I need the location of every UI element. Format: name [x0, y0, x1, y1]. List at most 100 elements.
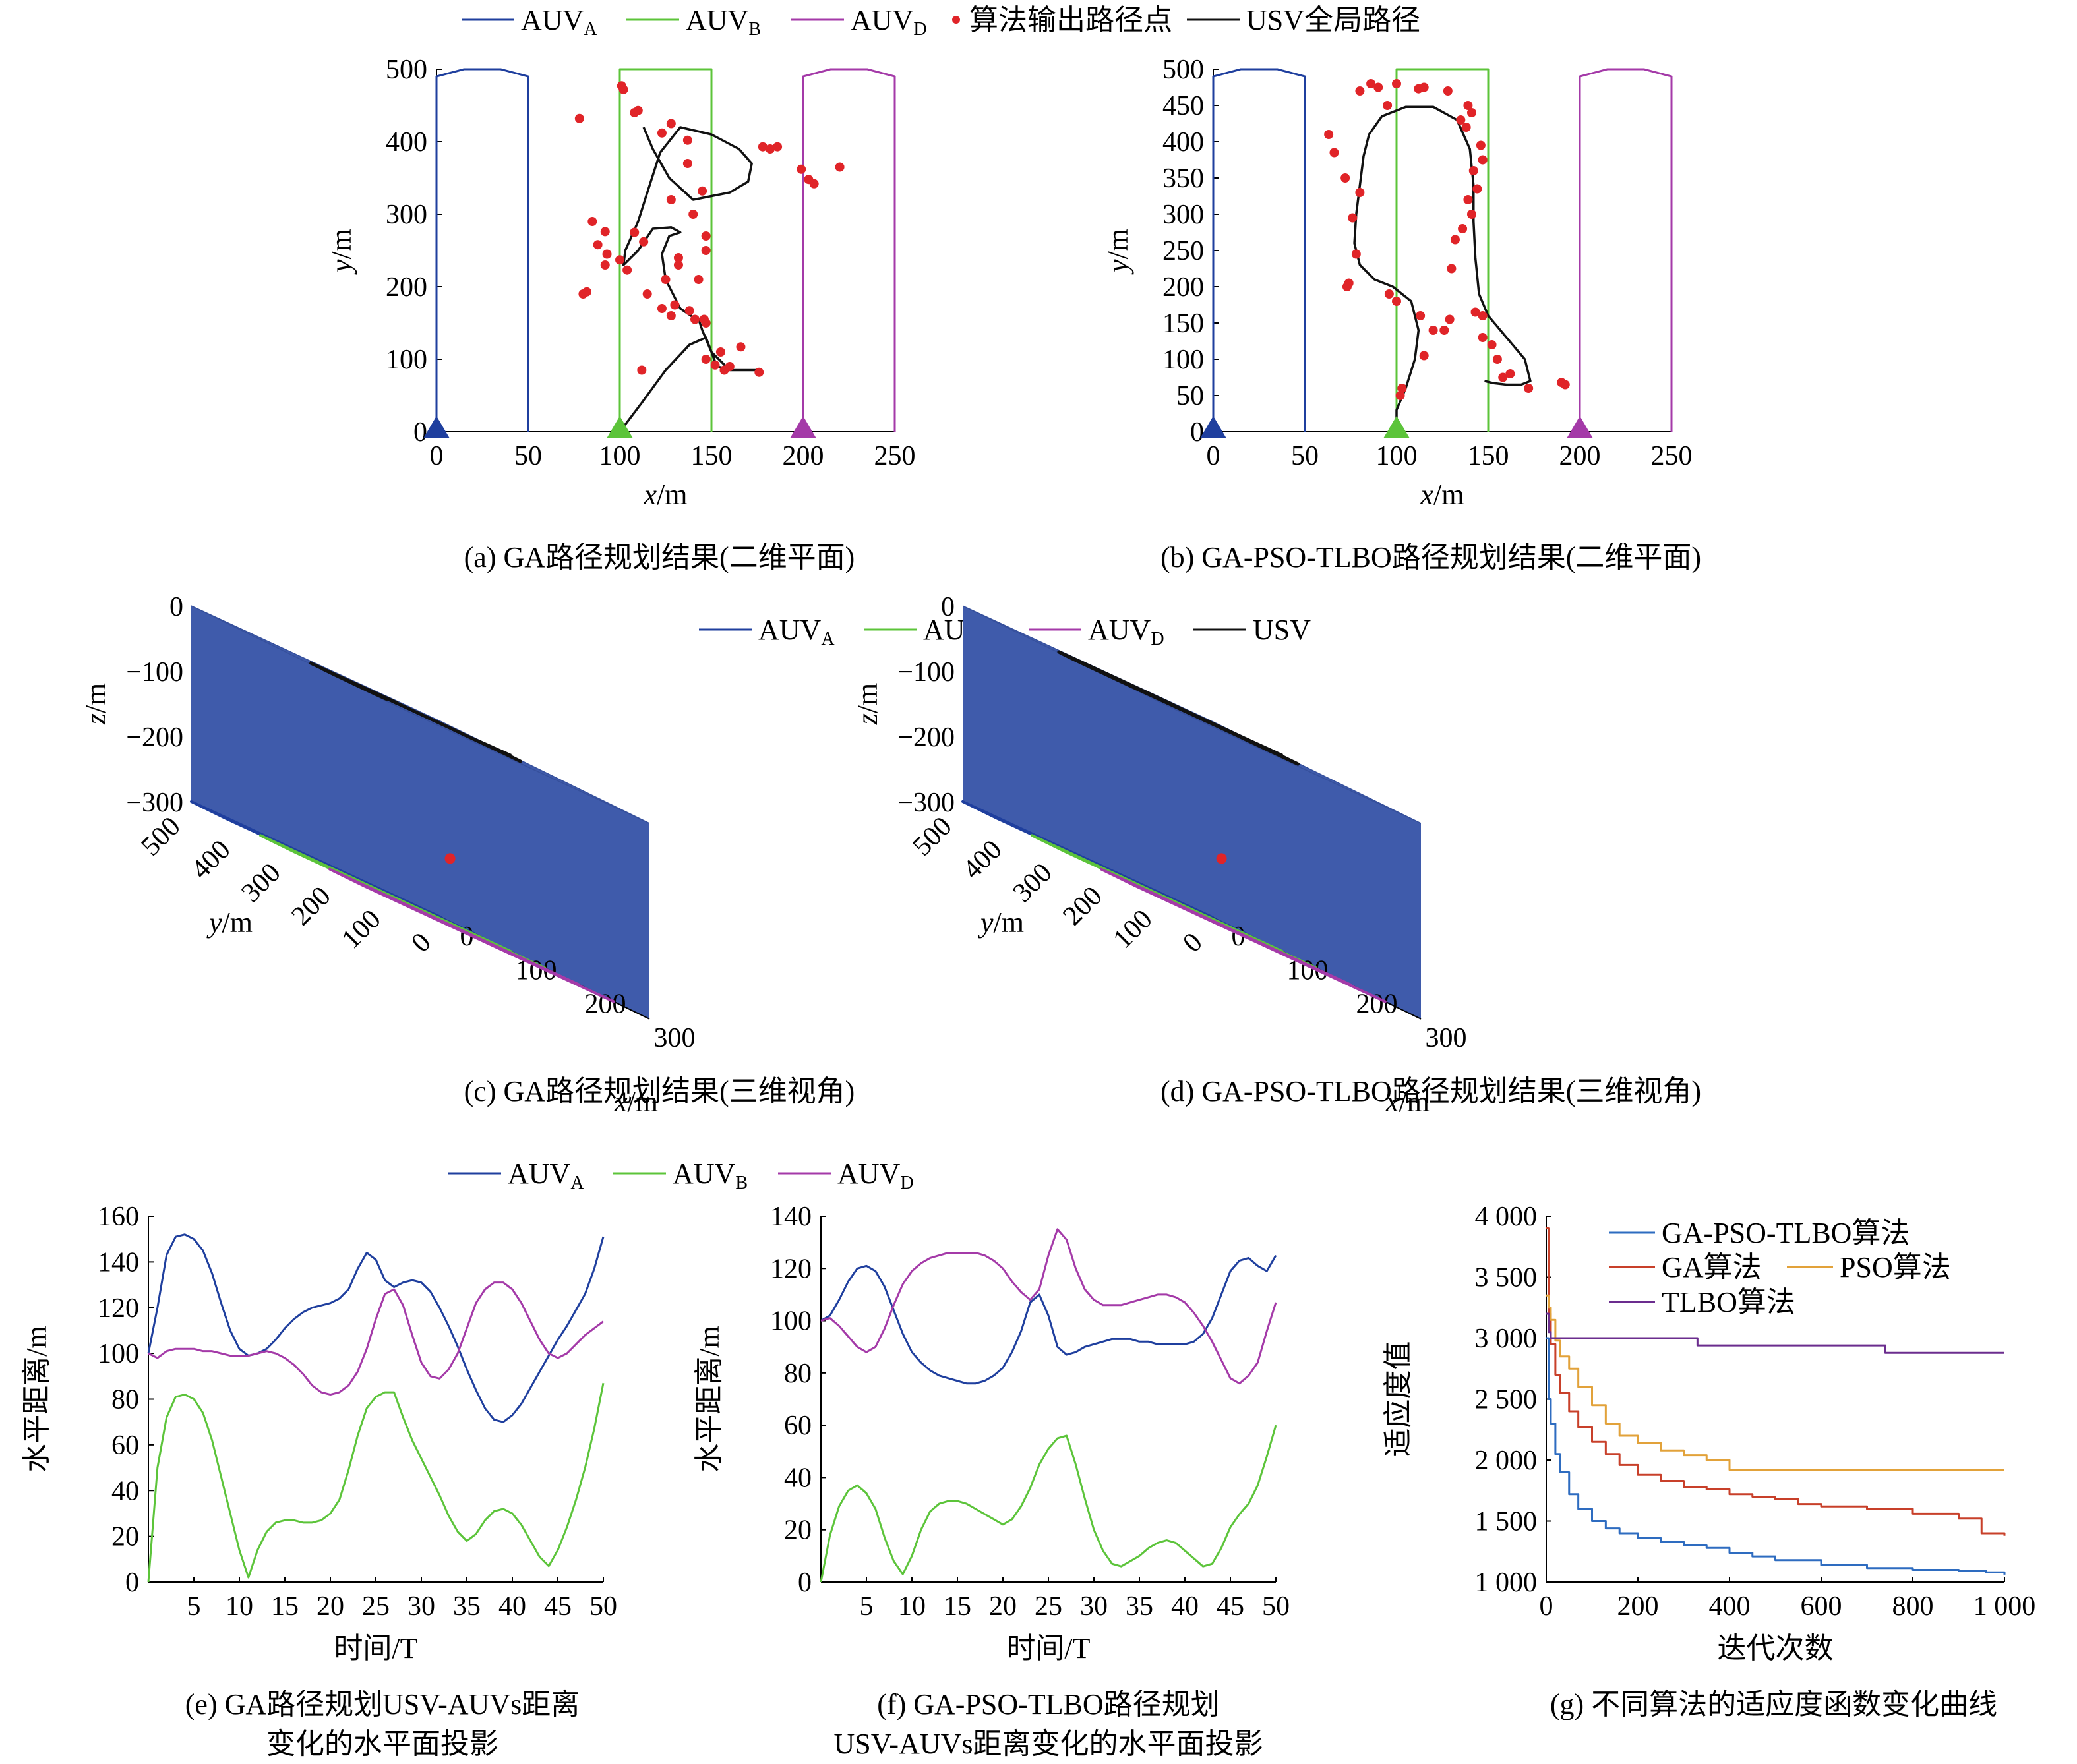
- y-tick-label: 150: [1162, 309, 1204, 339]
- legend-mid-usv-label: USV: [1253, 614, 1311, 646]
- path-point: [1419, 351, 1429, 361]
- path-point: [630, 227, 640, 237]
- caption-c: (c) GA路径规划结果(三维视角): [464, 1075, 855, 1107]
- path-point: [657, 304, 667, 313]
- y-tick-label: 400: [957, 835, 1008, 885]
- path-point: [666, 195, 676, 204]
- path-point: [688, 210, 698, 219]
- path-point: [1461, 123, 1471, 132]
- path-point: [1445, 314, 1455, 324]
- legend-mid-auvd-label: AUVD: [1088, 614, 1164, 649]
- y-tick-label: 400: [1162, 127, 1204, 158]
- path-point: [1466, 210, 1476, 219]
- panel-e: 5 10 15 20 25 30 35 40 45 50 0 20 40 60 80 100 120 140 160…: [20, 1202, 617, 1664]
- x-axis-label: 时间/T: [334, 1632, 417, 1664]
- path-point: [1478, 333, 1488, 342]
- x-tick-label: 15: [271, 1591, 299, 1622]
- y-tick-label: 50: [1176, 381, 1204, 411]
- path-point: [637, 365, 647, 375]
- x-tick-label: 10: [898, 1591, 926, 1622]
- caption-e-line1: (e) GA路径规划USV-AUVs距离: [185, 1688, 580, 1720]
- x-tick-label: 40: [498, 1591, 526, 1622]
- series-line-auva: [820, 1254, 1277, 1385]
- y-axis-label: y/m: [325, 229, 357, 275]
- x-tick-label: 200: [585, 989, 626, 1020]
- y-tick-label: 100: [1108, 904, 1159, 955]
- y-tick-label: 80: [111, 1385, 139, 1415]
- start-marker: [423, 416, 450, 438]
- y-tick-label: 60: [784, 1411, 812, 1441]
- path-point: [1392, 297, 1401, 306]
- y-tick-label: 2 500: [1475, 1385, 1538, 1415]
- path-point: [1560, 380, 1570, 390]
- y-tick-label: 300: [1008, 858, 1058, 908]
- y-tick-label: 140: [98, 1247, 139, 1278]
- z-tick-label: −200: [126, 722, 183, 753]
- series-line-auvb: [618, 68, 713, 432]
- series-line-auvd: [328, 867, 616, 1004]
- legend-label-tlbo: TLBO算法: [1662, 1286, 1795, 1318]
- path-point: [618, 84, 628, 94]
- path-point: [701, 246, 711, 255]
- path-point: [600, 227, 610, 237]
- path-point: [1355, 86, 1365, 96]
- z-tick-label: 0: [169, 592, 183, 622]
- x-tick-label: 150: [691, 441, 733, 471]
- series-line-auva: [435, 68, 529, 432]
- caption-d: (d) GA-PSO-TLBO路径规划结果(三维视角): [1160, 1075, 1701, 1107]
- caption-f-line2: USV-AUVs距离变化的水平面投影: [833, 1728, 1263, 1760]
- path-point: [1355, 188, 1365, 197]
- x-axis-label: x/m: [614, 1086, 658, 1118]
- y-tick-label: 300: [1162, 200, 1204, 230]
- path-point: [1498, 372, 1508, 382]
- path-point: [754, 367, 764, 377]
- series-line-usv: [1353, 105, 1532, 432]
- path-point: [639, 237, 649, 247]
- series-line-auvb: [147, 1382, 605, 1583]
- legend-bottom-auvd-label: AUVD: [837, 1158, 914, 1193]
- y-axis-label: y/m: [978, 906, 1024, 939]
- path-point: [1443, 86, 1453, 96]
- start-marker: [1200, 416, 1226, 438]
- path-point: [1487, 340, 1497, 349]
- z-axis-label: z/m: [851, 683, 884, 726]
- start-marker: [1567, 416, 1593, 438]
- path-point: [670, 300, 680, 310]
- x-tick-label: 200: [1356, 989, 1398, 1020]
- x-tick-label: 200: [1559, 441, 1601, 471]
- y-tick-label: 250: [1162, 236, 1204, 266]
- legend-top-auvd-label: AUVD: [851, 4, 927, 40]
- y-tick-label: 300: [236, 858, 287, 908]
- path-point: [1505, 369, 1515, 378]
- legend-label-pso: PSO算法: [1840, 1251, 1951, 1283]
- path-point: [1428, 326, 1438, 335]
- legend-bottom-auva-label: AUVA: [508, 1158, 584, 1193]
- legend-bottom-auvb-label: AUVB: [673, 1158, 748, 1193]
- z-tick-label: −100: [897, 657, 955, 688]
- caption-b: (b) GA-PSO-TLBO路径规划结果(二维平面): [1160, 541, 1701, 573]
- series-line-auvd: [820, 1228, 1277, 1385]
- y-axis-label: y/m: [206, 906, 253, 939]
- y-tick-label: 1 000: [1475, 1568, 1538, 1598]
- x-tick-label: 300: [654, 1023, 696, 1053]
- path-point: [1414, 84, 1424, 94]
- z-tick-label: −100: [126, 657, 183, 688]
- x-tick-label: 0: [1207, 441, 1220, 471]
- x-tick-label: 600: [1801, 1591, 1842, 1622]
- path-point: [673, 260, 683, 270]
- path-point: [797, 164, 806, 174]
- path-point: [765, 144, 775, 154]
- series-line-auva: [1212, 68, 1306, 432]
- series-line-auvb: [820, 1425, 1277, 1583]
- caption-a: (a) GA路径规划结果(二维平面): [464, 541, 855, 573]
- path-point: [682, 159, 692, 168]
- series-line-auvd: [148, 1281, 604, 1396]
- x-tick-label: 25: [1035, 1591, 1062, 1622]
- panel-c: 010020030001002003004005000−100−200−300x…: [80, 592, 696, 1118]
- series-line-usv: [1057, 650, 1300, 766]
- caption-e-line2: 变化的水平面投影: [266, 1728, 498, 1760]
- path-point: [593, 240, 603, 250]
- y-tick-label: 0: [1177, 927, 1208, 958]
- path-point: [1492, 355, 1502, 364]
- z-tick-label: −300: [897, 788, 955, 818]
